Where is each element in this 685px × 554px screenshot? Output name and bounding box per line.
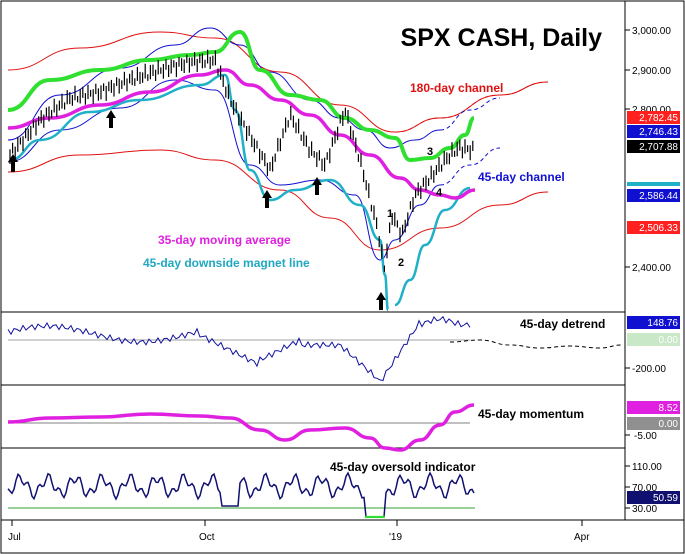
wave-label: 3 <box>427 146 433 158</box>
oversold-path <box>7 471 475 518</box>
oversold-low-point <box>380 515 384 519</box>
badge-bg <box>627 221 680 234</box>
low-arrow-icon <box>376 292 386 310</box>
oversold-low-point <box>374 515 378 519</box>
x-tick-label: Jul <box>8 532 21 543</box>
oversold-low-point <box>366 515 370 519</box>
upper-band-path <box>7 29 475 163</box>
badge-bg <box>627 333 680 346</box>
y-tick-label: -200.00 <box>632 364 666 375</box>
magnet-line <box>9 73 471 312</box>
wave-label: 2 <box>398 257 404 269</box>
badge-bg <box>627 111 680 124</box>
y-tick-label: 3,000.00 <box>632 26 671 37</box>
wave-label: 4 <box>436 187 443 199</box>
channel-180-projection <box>394 81 549 133</box>
badge-bg <box>627 417 680 430</box>
channel-45-projection <box>439 147 501 186</box>
oversold-line <box>7 471 475 519</box>
time-axis-ticks: Jul Oct '19 Apr <box>8 520 590 543</box>
magnet-path-a <box>9 73 390 312</box>
momentum-badge: 8.52 <box>659 403 679 414</box>
detrend-projection <box>449 339 623 349</box>
channel-45-projection <box>439 97 501 131</box>
price-bars <box>9 49 474 272</box>
magnet-path-b <box>394 186 471 307</box>
annotation-180-day-channel: 180-day channel <box>410 81 503 95</box>
badge-bg <box>627 401 680 414</box>
annotation-45-day-channel: 45-day channel <box>478 170 565 184</box>
momentum-path <box>7 403 475 452</box>
oversold-badge: 50.59 <box>653 493 678 504</box>
price-badge: 2,586.44 <box>639 191 678 202</box>
y-tick-label: -5.00 <box>634 431 657 442</box>
upper-band-line <box>7 29 475 163</box>
chart-title: SPX CASH, Daily <box>401 24 603 52</box>
annotation-35-day-ma: 35-day moving average <box>158 233 291 247</box>
detrend-badge: 148.76 <box>647 318 678 329</box>
low-arrow-icon <box>106 110 116 128</box>
price-badges: 2,782.45 2,746.43 2,707.88 2,586.44 2,50… <box>627 111 680 504</box>
oversold-low-point <box>364 515 368 519</box>
panel-label-momentum: 45-day momentum <box>478 407 584 421</box>
y-tick-label: 2,900.00 <box>632 66 671 77</box>
x-tick-label: Oct <box>199 532 215 543</box>
y-tick-label: 30.00 <box>632 504 657 515</box>
badge-bg <box>627 491 680 504</box>
panel-label-oversold: 45-day oversold indicator <box>330 460 476 474</box>
low-arrow-icon <box>8 154 18 172</box>
badge-bg <box>627 189 680 202</box>
price-badge: 2,707.88 <box>639 142 678 153</box>
channel-180-lower <box>7 149 549 251</box>
detrend-path <box>7 315 471 382</box>
momentum-zero-badge: 0.00 <box>659 419 679 430</box>
oversold-low-point <box>370 515 374 519</box>
moving-average-line <box>7 68 476 200</box>
badge-bg <box>627 140 680 153</box>
oversold-low-point <box>372 515 376 519</box>
oversold-low-point <box>378 515 382 519</box>
badge-bg <box>627 316 680 329</box>
x-tick-label: '19 <box>389 532 402 543</box>
wave-label: 1 <box>387 208 393 220</box>
y-tick-label: 2,800.00 <box>632 105 671 116</box>
channel-180-upper <box>7 31 549 133</box>
oversold-low-point <box>382 515 386 519</box>
y-tick-label: 110.00 <box>632 462 662 473</box>
low-arrows <box>8 110 386 310</box>
detrend-line <box>7 315 623 382</box>
price-badge: 2,506.33 <box>639 223 678 234</box>
low-arrow-icon <box>262 190 272 208</box>
price-axis-ticks: 3,000.00 2,900.00 2,800.00 2,400.00 -200… <box>625 26 671 515</box>
channel-180-lines <box>7 31 549 251</box>
annotation-45-day-magnet: 45-day downside magnet line <box>143 256 310 270</box>
detrend-zero-badge: 0.00 <box>659 335 679 346</box>
badge-bg <box>627 125 680 138</box>
x-tick-label: Apr <box>574 532 590 543</box>
y-tick-label: 2,400.00 <box>632 263 671 274</box>
price-badge: 2,782.45 <box>639 113 678 124</box>
ma-path <box>7 68 476 200</box>
momentum-line <box>7 403 475 452</box>
low-arrow-icon <box>312 177 322 195</box>
oversold-low-point <box>376 515 380 519</box>
panel-label-detrend: 45-day detrend <box>520 317 605 331</box>
price-badge: 2,746.43 <box>639 127 678 138</box>
badge-accent <box>627 182 680 186</box>
y-tick-label: 70.00 <box>632 483 657 494</box>
oversold-low-point <box>368 515 372 519</box>
